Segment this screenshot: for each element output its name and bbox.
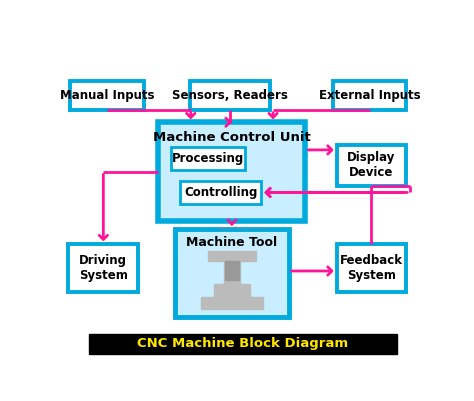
FancyBboxPatch shape [337,244,406,292]
Text: Display
Device: Display Device [347,152,396,180]
Text: Processing: Processing [172,152,244,165]
Bar [208,251,256,261]
Bar [225,261,238,280]
FancyBboxPatch shape [175,229,289,317]
Bar [224,258,240,284]
FancyBboxPatch shape [181,181,261,204]
FancyBboxPatch shape [158,122,305,221]
FancyBboxPatch shape [190,81,271,110]
Text: www.ftechs.com: www.ftechs.com [217,226,269,231]
Text: Controlling: Controlling [184,186,257,199]
FancyBboxPatch shape [70,81,144,110]
Text: Machine Tool: Machine Tool [186,237,277,249]
Text: Machine Control Unit: Machine Control Unit [153,132,311,144]
FancyBboxPatch shape [89,334,397,354]
Text: Manual Inputs: Manual Inputs [60,89,154,102]
Bar [201,297,263,309]
Bar [214,284,249,297]
FancyBboxPatch shape [337,146,406,186]
Text: CNC Machine Block Diagram: CNC Machine Block Diagram [137,337,348,350]
Text: External Inputs: External Inputs [319,89,420,102]
FancyBboxPatch shape [171,147,245,170]
Text: Sensors, Readers: Sensors, Readers [172,89,288,102]
FancyBboxPatch shape [333,81,406,110]
Text: Feedback
System: Feedback System [340,254,403,282]
Text: Driving
System: Driving System [79,254,128,282]
FancyBboxPatch shape [68,244,138,292]
